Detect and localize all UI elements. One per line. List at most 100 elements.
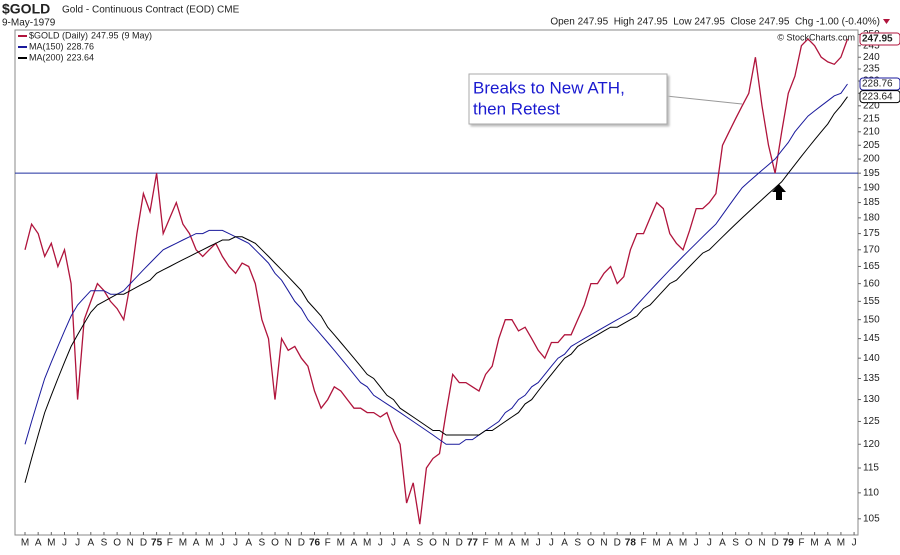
y-tick-label: 140 xyxy=(863,353,880,364)
x-tick-label: N xyxy=(285,538,292,549)
series-line xyxy=(24,37,849,525)
x-tick-label: J xyxy=(694,538,699,549)
y-tick-label: 170 xyxy=(863,244,880,255)
x-tick-label: 77 xyxy=(467,538,479,549)
y-tick-label: 110 xyxy=(863,487,879,498)
callout-box xyxy=(468,73,668,125)
legend-name: MA(150) xyxy=(29,41,64,51)
source: © StockCharts.com xyxy=(777,32,855,42)
x-tick-label: J xyxy=(220,538,225,549)
x-tick-label: M xyxy=(363,538,371,549)
x-tick-label: A xyxy=(403,538,410,549)
x-tick-label: A xyxy=(193,538,200,549)
chart-title: $GOLD xyxy=(2,1,50,17)
x-tick-label: M xyxy=(47,538,55,549)
x-tick-label: A xyxy=(245,538,252,549)
y-tick-label: 210 xyxy=(863,126,880,137)
x-tick-label: F xyxy=(325,538,331,549)
y-tick-label: 155 xyxy=(863,296,880,307)
x-tick-label: M xyxy=(205,538,213,549)
x-tick-label: D xyxy=(614,538,621,549)
y-tick-label: 145 xyxy=(863,333,880,344)
x-tick-label: J xyxy=(233,538,238,549)
x-tick-label: A xyxy=(561,538,568,549)
x-tick-label: F xyxy=(167,538,173,549)
y-tick-label: 245 xyxy=(863,40,880,51)
x-tick-label: A xyxy=(667,538,674,549)
last-value-label: 223.64 xyxy=(862,91,893,102)
callout-line xyxy=(665,95,743,105)
y-tick-label: 130 xyxy=(863,394,880,405)
x-tick-label: M xyxy=(679,538,687,549)
y-tick-label: 185 xyxy=(863,197,880,208)
last-value-label: 228.76 xyxy=(862,79,893,90)
annotation-line: then Retest xyxy=(473,99,560,118)
y-tick-label: 120 xyxy=(863,439,880,450)
y-tick-label: 190 xyxy=(863,182,880,193)
x-tick-label: M xyxy=(837,538,845,549)
x-tick-label: J xyxy=(707,538,712,549)
x-tick-label: S xyxy=(732,538,739,549)
annotation-line: Breaks to New ATH, xyxy=(473,78,625,97)
x-tick-label: M xyxy=(21,538,29,549)
last-value-label: 247.95 xyxy=(862,34,893,45)
x-tick-label: F xyxy=(483,538,489,549)
x-tick-label: A xyxy=(35,538,42,549)
y-tick-label: 180 xyxy=(863,213,880,224)
x-tick-label: F xyxy=(798,538,804,549)
x-tick-label: N xyxy=(127,538,134,549)
x-tick-label: M xyxy=(179,538,187,549)
x-tick-label: O xyxy=(745,538,753,549)
last-value-box xyxy=(859,77,900,91)
x-tick-label: J xyxy=(75,538,80,549)
x-tick-label: S xyxy=(574,538,581,549)
last-value-box xyxy=(859,90,900,104)
annotation: Breaks to New ATH, then Retest xyxy=(468,73,743,125)
down-marker xyxy=(883,19,890,24)
x-tick-label: J xyxy=(62,538,67,549)
x-tick-label: N xyxy=(443,538,450,549)
x-tick-label: S xyxy=(416,538,423,549)
x-tick-label: J xyxy=(852,538,857,549)
y-tick-label: 220 xyxy=(863,100,880,111)
x-tick-label: S xyxy=(259,538,266,549)
x-tick-label: D xyxy=(140,538,147,549)
x-tick-label: A xyxy=(87,538,94,549)
x-tick-label: J xyxy=(536,538,541,549)
x-tick-label: M xyxy=(810,538,818,549)
y-tick-label: 105 xyxy=(863,513,880,524)
y-tick-label: 235 xyxy=(863,64,880,75)
y-tick-label: 215 xyxy=(863,113,880,124)
legend-value: 247.95 xyxy=(91,30,119,40)
legend-name: $GOLD (Daily) xyxy=(29,30,88,40)
x-tick-label: F xyxy=(640,538,646,549)
x-tick-label: M xyxy=(521,538,529,549)
legend-name: MA(200) xyxy=(29,52,64,62)
x-tick-label: 75 xyxy=(151,538,163,549)
y-tick-label: 160 xyxy=(863,278,880,289)
x-tick-label: A xyxy=(719,538,726,549)
y-tick-label: 165 xyxy=(863,261,880,272)
x-tick-label: O xyxy=(429,538,437,549)
x-tick-label: A xyxy=(351,538,358,549)
x-tick-label: 79 xyxy=(783,538,795,549)
x-tick-label: J xyxy=(378,538,383,549)
series-line xyxy=(24,96,848,483)
x-tick-label: O xyxy=(271,538,279,549)
x-tick-label: S xyxy=(101,538,108,549)
x-tick-label: 78 xyxy=(625,538,637,549)
legend-value: 223.64 xyxy=(67,52,95,62)
x-tick-label: J xyxy=(391,538,396,549)
y-tick-label: 175 xyxy=(863,228,880,239)
x-tick-label: D xyxy=(298,538,305,549)
legend-value: 228.76 xyxy=(67,41,95,51)
x-tick-label: N xyxy=(758,538,765,549)
y-tick-label: 240 xyxy=(863,52,880,63)
x-tick-label: O xyxy=(587,538,595,549)
x-tick-label: A xyxy=(824,538,831,549)
x-tick-label: J xyxy=(549,538,554,549)
chart-date: 9-May-1979 xyxy=(2,18,56,29)
x-tick-label: M xyxy=(653,538,661,549)
x-tick-label: D xyxy=(456,538,463,549)
x-tick-label: 76 xyxy=(309,538,321,549)
